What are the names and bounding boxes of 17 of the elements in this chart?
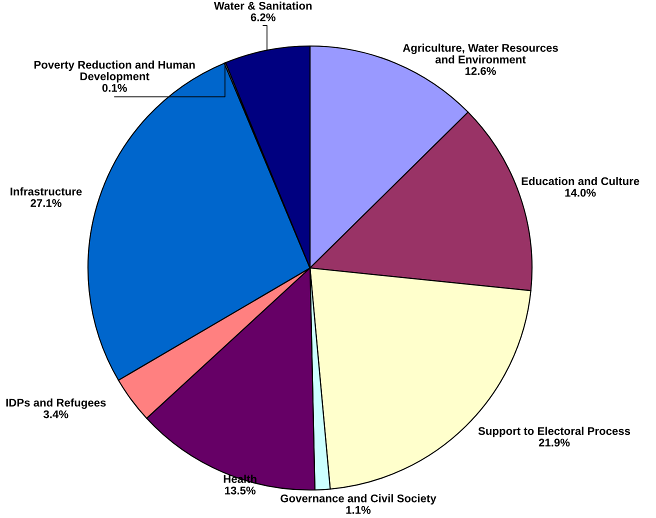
data-label: 1.1% bbox=[346, 506, 371, 514]
slice-label: Water & Sanitation bbox=[214, 2, 312, 10]
data-label: 27.1% bbox=[30, 199, 62, 207]
slice-label: Support to Electoral Process bbox=[478, 426, 630, 438]
data-label: 6.2% bbox=[250, 13, 276, 22]
data-label: 0.1% bbox=[102, 84, 127, 92]
data-label: 3.4% bbox=[43, 410, 68, 418]
data-label: 21.9% bbox=[538, 438, 570, 447]
slice-label: Infrastructure bbox=[10, 187, 82, 196]
slice-label: Education and Culture bbox=[522, 176, 640, 186]
slice-label: IDPs and Refugees bbox=[6, 398, 106, 409]
slice-label: Agriculture, Water Resources and Environment bbox=[402, 44, 558, 64]
data-label: 12.6% bbox=[465, 67, 496, 75]
slice-label: Governance and Civil Society bbox=[280, 494, 436, 505]
slice-label: Poverty Reduction and Human Development bbox=[34, 60, 195, 82]
data-label: 13.5% bbox=[225, 486, 256, 494]
data-label: 14.0% bbox=[565, 188, 596, 197]
